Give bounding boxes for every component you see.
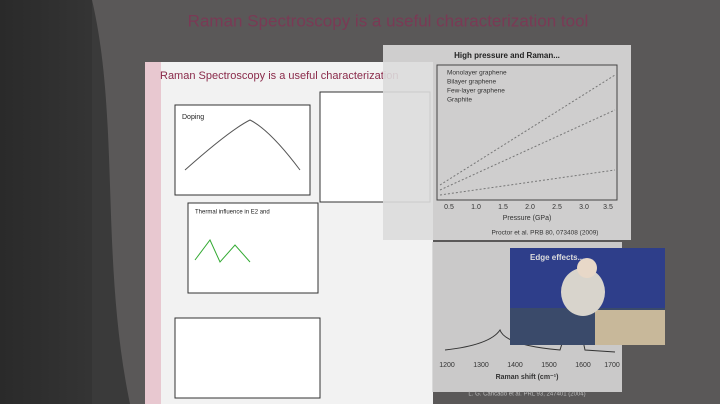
doping-title: Doping [182,114,204,121]
inset-title: Raman Spectroscopy is a useful character… [160,70,398,82]
x-tick-label: 2.5 [552,204,562,211]
x-tick-label: 1700 [604,362,620,369]
x-tick-label: 3.5 [603,204,613,211]
edge-citation: L. G. Cancado et al. PRL 93, 247401 (200… [468,392,585,398]
thermal-panel [187,202,319,294]
legend-entry: Bilayer graphene [447,79,497,86]
thermal-curve [194,239,251,263]
legend-entry: Monolayer graphene [447,70,507,77]
slide-swoosh [92,0,130,404]
lower-panel [174,317,321,399]
pressure-title: High pressure and Raman... [454,51,560,60]
x-tick-label: 1600 [575,362,591,369]
x-axis-label: Pressure (GPa) [503,215,552,222]
pressure-axes [436,64,618,201]
x-tick-label: 1300 [473,362,489,369]
x-tick-label: 1.0 [471,204,481,211]
edge-title: Edge effects... [530,253,584,262]
doping-curve [184,119,301,171]
legend-entry: Graphite [447,97,472,104]
thermal-title: Thermal influence in E2 and [195,210,270,216]
slide-title: Raman Spectroscopy is a useful character… [188,11,589,30]
x-tick-label: 1200 [439,362,455,369]
speaker [561,268,605,316]
pressure-citation: Proctor et al. PRB 80, 073408 (2009) [492,230,599,237]
x-axis-label: Raman shift (cm⁻¹) [496,374,559,381]
x-tick-label: 2.0 [525,204,535,211]
podium [595,310,665,345]
doping-panel [174,104,311,196]
pressure-panel [383,45,631,240]
x-tick-label: 1.5 [498,204,508,211]
x-tick-label: 1400 [507,362,523,369]
pressure-lines [439,74,616,196]
x-tick-label: 0.5 [444,204,454,211]
speaker-head [577,258,597,278]
legend-entry: Few-layer graphene [447,88,505,95]
x-tick-label: 3.0 [579,204,589,211]
inset-strip [145,62,161,404]
x-tick-label: 1500 [541,362,557,369]
